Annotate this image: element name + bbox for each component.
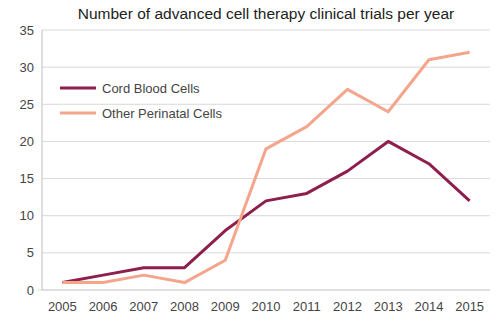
x-tick-label: 2010 — [252, 299, 281, 314]
legend-label: Other Perinatal Cells — [102, 106, 222, 121]
x-tick-label: 2013 — [374, 299, 403, 314]
grid-line — [42, 141, 490, 142]
x-tick-label: 2005 — [48, 299, 77, 314]
legend-swatch — [60, 87, 96, 90]
plot-area — [62, 52, 469, 282]
legend-swatch — [60, 112, 96, 115]
x-tick-label: 2011 — [293, 299, 321, 314]
y-tick-label: 5 — [27, 245, 34, 260]
x-tick-label: 2006 — [89, 299, 118, 314]
grid-line — [42, 215, 490, 216]
y-tick-label: 35 — [20, 23, 34, 38]
y-tick-label: 15 — [20, 171, 34, 186]
y-axis-line — [42, 30, 43, 290]
title: Number of advanced cell therapy clinical… — [78, 5, 454, 22]
page: {"chart_data": {"type": "line", "title":… — [0, 0, 500, 325]
y-tick-label: 20 — [20, 134, 34, 149]
x-tick-label: 2012 — [333, 299, 362, 314]
x-tick-label: 2009 — [211, 299, 240, 314]
y-tick-label: 25 — [20, 97, 34, 112]
grid-line — [42, 30, 490, 31]
y-tick-label: 30 — [20, 60, 34, 75]
x-tick-label: 2008 — [170, 299, 199, 314]
grid-line — [42, 178, 490, 179]
x-tick-label: 2015 — [455, 299, 484, 314]
x-tick-label: 2014 — [414, 299, 443, 314]
chart-svg: Number of advanced cell therapy clinical… — [0, 0, 500, 325]
tick-mark — [38, 290, 42, 291]
series-line — [62, 52, 469, 282]
chart-container: Number of advanced cell therapy clinical… — [0, 0, 500, 325]
x-tick-label: 2007 — [129, 299, 158, 314]
legend-label: Cord Blood Cells — [102, 81, 200, 96]
grid-line — [42, 252, 490, 253]
x-axis-line — [42, 290, 490, 291]
series-line — [62, 141, 469, 282]
y-tick-label: 0 — [27, 283, 34, 298]
y-tick-label: 10 — [20, 208, 34, 223]
